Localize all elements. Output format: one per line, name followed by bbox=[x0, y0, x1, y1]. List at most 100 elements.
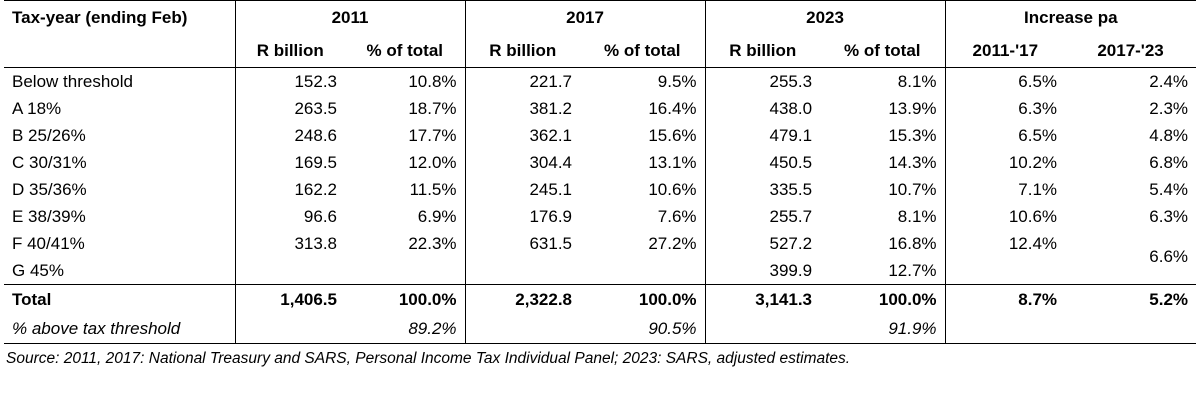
table-cell: A 18% bbox=[12, 98, 62, 118]
table-cell: 6.9% bbox=[417, 206, 457, 226]
table-cell: 176.9 bbox=[464, 203, 581, 230]
table-cell: 313.8 bbox=[234, 230, 345, 257]
tax-table: Tax-year (ending Feb) 2011 2017 2023 Increas… bbox=[4, 0, 1197, 344]
table-row: Tax-year (ending Feb) 2011 2017 2023 Increas… bbox=[4, 0, 1197, 34]
table-cell: R billion bbox=[704, 34, 821, 68]
table-cell: 399.9 bbox=[704, 257, 821, 285]
table-cell: 96.6 bbox=[234, 203, 345, 230]
table-cell bbox=[580, 257, 705, 285]
table-cell: 8.1% bbox=[897, 206, 937, 226]
source-note: Source: 2011, 2017: National Treasury an… bbox=[6, 350, 851, 367]
table-cell: 6.3% bbox=[1149, 206, 1189, 226]
table-cell: 245.1 bbox=[464, 176, 581, 203]
table-cell bbox=[345, 257, 465, 285]
table-cell: 248.6 bbox=[234, 122, 345, 149]
table-cell: 10.2% bbox=[944, 149, 1066, 176]
table-cell: 7.1% bbox=[944, 176, 1066, 203]
table-cell: 255.7 bbox=[704, 203, 821, 230]
table-cell: 16.8% bbox=[888, 233, 937, 253]
table-cell: 631.5 bbox=[464, 230, 581, 257]
table-cell: 10.7% bbox=[888, 179, 937, 199]
table-cell: 381.2 bbox=[464, 95, 581, 122]
table-cell: 304.4 bbox=[464, 149, 581, 176]
table-cell: 13.1% bbox=[648, 152, 697, 172]
table-row: R billion% of total R billion% of total R … bbox=[4, 34, 1197, 68]
table-cell: 9.5% bbox=[657, 71, 697, 91]
table-cell bbox=[234, 257, 345, 285]
table-cell: 162.2 bbox=[234, 176, 345, 203]
table-row: C 30/31% 169.5 12.0% 304.4 13.1% 450.5 14.3% 10… bbox=[4, 149, 1196, 176]
table-cell: % of total bbox=[345, 34, 466, 68]
table-cell: E 38/39% bbox=[12, 206, 86, 226]
table-cell: 2.3% bbox=[1149, 98, 1189, 118]
table-cell: 5.4% bbox=[1149, 179, 1189, 199]
table-cell: % above tax threshold bbox=[4, 315, 235, 344]
table-cell bbox=[464, 315, 581, 344]
table-cell bbox=[704, 315, 821, 344]
table-row: D 35/36% 162.2 11.5% 245.1 10.6% 335.5 10.7% 7.… bbox=[4, 176, 1196, 203]
table-cell: 100.0% bbox=[580, 284, 706, 315]
table-cell: 152.3 bbox=[234, 67, 345, 95]
table-cell: 2017 bbox=[464, 0, 706, 34]
table-cell: Below threshold bbox=[12, 71, 133, 91]
table-cell: 527.2 bbox=[704, 230, 821, 257]
table-cell: 1,406.5 bbox=[234, 284, 345, 315]
table-cell: 2,322.8 bbox=[464, 284, 581, 315]
table-cell: 6.8% bbox=[1149, 152, 1189, 172]
table-cell: Tax-year (ending Feb) bbox=[4, 0, 235, 34]
table-cell: 12.4% bbox=[944, 230, 1066, 257]
table-cell: F 40/41% bbox=[12, 233, 85, 253]
table-cell: 255.3 bbox=[704, 67, 821, 95]
table-cell: 479.1 bbox=[704, 122, 821, 149]
table-cell: 10.8% bbox=[408, 71, 457, 91]
table-cell: Total bbox=[4, 284, 235, 315]
table-cell: 91.9% bbox=[820, 315, 946, 344]
table-cell: 5.2% bbox=[1065, 284, 1197, 315]
table-cell: 6.5% bbox=[944, 122, 1066, 149]
table-cell bbox=[234, 315, 345, 344]
table-cell: 17.7% bbox=[408, 125, 457, 145]
table-cell: 18.7% bbox=[408, 98, 457, 118]
table-cell: 169.5 bbox=[234, 149, 345, 176]
table-cell: 89.2% bbox=[345, 315, 466, 344]
table-cell: 263.5 bbox=[234, 95, 345, 122]
table-cell: 15.6% bbox=[648, 125, 697, 145]
table-row: F 40/41% 313.8 22.3% 631.5 27.2% 527.2 16.8% 12… bbox=[4, 230, 1196, 266]
table-cell: R billion bbox=[464, 34, 581, 68]
table-cell: 90.5% bbox=[580, 315, 706, 344]
table-cell: 6.6% bbox=[1149, 247, 1189, 266]
table-cell: % of total bbox=[820, 34, 946, 68]
table-cell: 8.1% bbox=[897, 71, 937, 91]
table-cell: 27.2% bbox=[648, 233, 697, 253]
table-cell bbox=[944, 315, 1066, 344]
table-cell: 10.6% bbox=[648, 179, 697, 199]
table-cell: R billion bbox=[234, 34, 345, 68]
table-cell: 13.9% bbox=[888, 98, 937, 118]
table-cell: 4.8% bbox=[1149, 125, 1189, 145]
table-cell: Increase pa bbox=[944, 0, 1197, 34]
table-cell: 6.3% bbox=[944, 95, 1066, 122]
table-cell bbox=[944, 257, 1066, 285]
table-cell: 362.1 bbox=[464, 122, 581, 149]
table-cell: 14.3% bbox=[888, 152, 937, 172]
table-cell: 100.0% bbox=[345, 284, 466, 315]
table-cell bbox=[464, 257, 581, 285]
table-cell: 335.5 bbox=[704, 176, 821, 203]
table-cell bbox=[1065, 315, 1197, 344]
table-cell: 2011 bbox=[234, 0, 466, 34]
table-cell: 2.4% bbox=[1149, 71, 1189, 91]
table-cell: 2023 bbox=[704, 0, 946, 34]
table-row: E 38/39% 96.6 6.9% 176.9 7.6% 255.7 8.1% 10.6% 6… bbox=[4, 203, 1196, 230]
table-cell: 2011-'17 bbox=[944, 34, 1066, 68]
table-cell: 22.3% bbox=[408, 233, 457, 253]
table-cell: 12.0% bbox=[408, 152, 457, 172]
table-cell: 16.4% bbox=[648, 98, 697, 118]
table-cell: 7.6% bbox=[657, 206, 697, 226]
table-cell: 450.5 bbox=[704, 149, 821, 176]
table-row: B 25/26% 248.6 17.7% 362.1 15.6% 479.1 15.3% 6.… bbox=[4, 122, 1196, 149]
table-cell: 12.7% bbox=[888, 260, 937, 280]
table-cell: G 45% bbox=[12, 260, 64, 280]
table-row: A 18% 263.5 18.7% 381.2 16.4% 438.0 13.9% 6.3% 2… bbox=[4, 95, 1196, 122]
table-row: Total 1,406.5 100.0% 2,322.8 100.0% 3,141.3 10… bbox=[4, 284, 1197, 315]
table-cell: 8.7% bbox=[944, 284, 1066, 315]
